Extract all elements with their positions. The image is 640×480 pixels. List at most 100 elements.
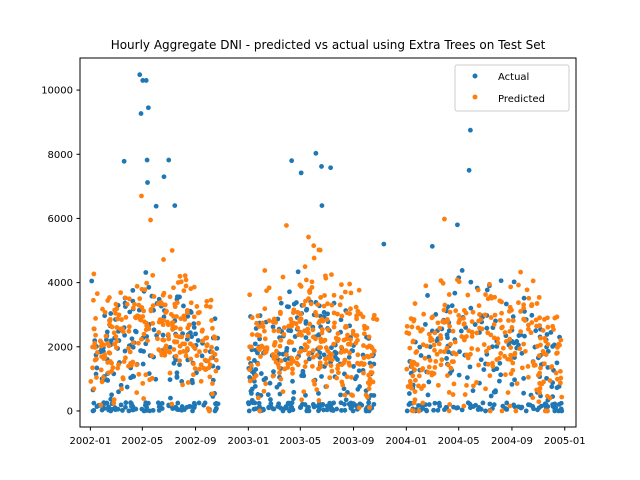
data-point-predicted bbox=[277, 343, 283, 349]
data-point-predicted bbox=[441, 307, 447, 313]
data-point-predicted bbox=[435, 320, 441, 326]
data-point-predicted bbox=[307, 290, 313, 295]
data-point-actual bbox=[130, 344, 136, 350]
data-point-predicted bbox=[552, 315, 558, 321]
data-point-predicted bbox=[172, 301, 178, 307]
data-point-predicted bbox=[130, 340, 136, 346]
data-point-predicted bbox=[445, 317, 450, 322]
y-tick-label: 0 bbox=[67, 406, 73, 417]
data-point-predicted bbox=[325, 301, 330, 307]
data-point-predicted bbox=[540, 348, 546, 354]
data-point-actual bbox=[556, 402, 562, 407]
data-point-predicted bbox=[109, 360, 114, 366]
data-point-actual bbox=[328, 165, 333, 171]
data-point-predicted bbox=[162, 302, 168, 308]
data-point-predicted bbox=[299, 397, 304, 403]
data-point-actual bbox=[280, 408, 286, 414]
data-point-predicted bbox=[194, 353, 200, 359]
data-point-predicted bbox=[409, 324, 415, 330]
data-point-predicted bbox=[116, 312, 122, 318]
data-point-predicted bbox=[208, 297, 214, 303]
data-point-predicted bbox=[288, 361, 294, 367]
data-point-predicted bbox=[474, 330, 480, 336]
plot-area-frame bbox=[79, 57, 577, 428]
data-point-predicted bbox=[497, 317, 503, 323]
data-point-predicted bbox=[303, 347, 308, 353]
data-point-predicted bbox=[255, 361, 261, 367]
data-point-actual bbox=[284, 348, 289, 354]
data-point-predicted bbox=[184, 310, 190, 316]
data-point-predicted bbox=[507, 403, 513, 409]
data-point-predicted bbox=[371, 348, 377, 354]
data-point-predicted bbox=[485, 330, 491, 336]
data-point-predicted bbox=[558, 368, 563, 374]
data-point-predicted bbox=[483, 292, 488, 297]
data-point-actual bbox=[295, 269, 301, 275]
data-point-predicted bbox=[126, 296, 132, 302]
data-point-predicted bbox=[134, 313, 140, 319]
data-point-predicted bbox=[345, 341, 351, 347]
legend-label-predicted: Predicted bbox=[498, 94, 545, 105]
data-point-actual bbox=[544, 332, 550, 337]
data-point-predicted bbox=[247, 378, 253, 384]
data-point-predicted bbox=[210, 381, 215, 386]
data-point-predicted bbox=[442, 302, 448, 308]
data-point-predicted bbox=[487, 408, 493, 414]
data-point-predicted bbox=[342, 392, 348, 398]
data-point-predicted bbox=[301, 389, 307, 395]
data-point-actual bbox=[488, 393, 494, 399]
data-point-actual bbox=[177, 294, 182, 300]
data-point-actual bbox=[306, 356, 312, 362]
data-point-predicted bbox=[303, 359, 309, 365]
data-point-predicted bbox=[446, 408, 452, 414]
data-point-predicted bbox=[207, 408, 212, 414]
data-point-predicted bbox=[522, 348, 528, 354]
data-point-actual bbox=[91, 407, 97, 413]
data-point-actual bbox=[478, 357, 484, 363]
data-point-predicted bbox=[256, 324, 262, 329]
data-point-predicted bbox=[477, 312, 482, 317]
data-point-predicted bbox=[266, 318, 272, 324]
x-tick-label: 2002-05 bbox=[121, 436, 163, 447]
data-point-actual bbox=[89, 278, 95, 284]
data-point-actual bbox=[300, 401, 305, 407]
data-point-actual bbox=[289, 404, 295, 410]
data-point-actual bbox=[418, 353, 424, 358]
data-point-predicted bbox=[127, 349, 133, 355]
data-point-predicted bbox=[451, 381, 457, 387]
data-point-actual bbox=[285, 401, 291, 407]
data-point-predicted bbox=[264, 345, 270, 350]
data-point-actual bbox=[174, 370, 180, 376]
data-point-actual bbox=[267, 380, 273, 386]
data-point-predicted bbox=[139, 286, 145, 292]
x-tick-label: 2004-09 bbox=[491, 436, 533, 447]
data-point-actual bbox=[467, 364, 473, 370]
data-point-predicted bbox=[273, 359, 279, 365]
data-point-predicted bbox=[456, 279, 462, 285]
data-point-predicted bbox=[155, 336, 160, 342]
data-point-predicted bbox=[513, 408, 519, 414]
data-point-predicted bbox=[488, 315, 494, 320]
data-point-actual bbox=[257, 336, 263, 342]
data-point-predicted bbox=[306, 330, 311, 336]
data-point-actual bbox=[545, 365, 551, 370]
data-point-predicted bbox=[126, 324, 132, 330]
data-point-predicted bbox=[326, 354, 332, 360]
data-point-actual bbox=[429, 243, 435, 249]
data-point-actual bbox=[371, 401, 377, 407]
data-point-actual bbox=[511, 279, 517, 285]
data-point-predicted bbox=[169, 248, 175, 253]
data-point-actual bbox=[503, 301, 509, 307]
data-point-predicted bbox=[149, 375, 155, 381]
data-point-predicted bbox=[203, 348, 208, 354]
data-point-predicted bbox=[302, 364, 308, 369]
data-point-predicted bbox=[435, 382, 441, 388]
data-point-predicted bbox=[301, 302, 307, 308]
data-point-predicted bbox=[155, 301, 161, 307]
data-point-predicted bbox=[432, 347, 437, 353]
data-point-predicted bbox=[213, 357, 219, 363]
data-point-predicted bbox=[474, 380, 479, 385]
data-point-actual bbox=[126, 408, 132, 414]
data-point-predicted bbox=[182, 273, 188, 279]
data-point-predicted bbox=[105, 360, 111, 365]
